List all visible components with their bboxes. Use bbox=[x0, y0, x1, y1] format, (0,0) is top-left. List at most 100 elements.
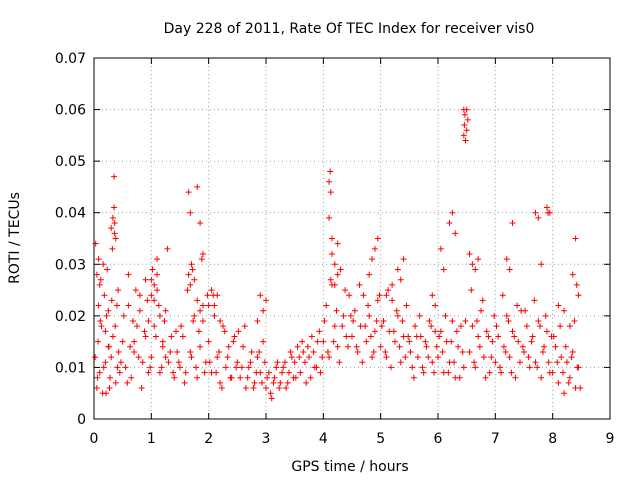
data-point bbox=[294, 343, 301, 350]
data-point bbox=[383, 292, 390, 299]
data-point bbox=[334, 240, 341, 247]
data-point bbox=[148, 354, 155, 361]
data-point bbox=[111, 220, 118, 227]
data-point bbox=[410, 374, 417, 381]
data-point bbox=[568, 354, 575, 361]
data-point bbox=[425, 354, 432, 361]
data-point bbox=[297, 369, 304, 376]
data-point bbox=[155, 302, 162, 309]
data-point bbox=[422, 338, 429, 345]
data-point bbox=[214, 292, 221, 299]
data-point bbox=[478, 307, 484, 314]
data-point bbox=[394, 266, 401, 273]
data-point bbox=[428, 323, 435, 330]
data-point bbox=[167, 348, 174, 355]
x-tick-label: 4 bbox=[319, 431, 328, 447]
data-point bbox=[109, 333, 116, 340]
data-point bbox=[480, 354, 487, 361]
y-tick-label: 0.06 bbox=[55, 103, 86, 119]
data-point bbox=[109, 245, 116, 252]
data-point bbox=[224, 354, 231, 361]
data-point bbox=[493, 323, 500, 330]
data-point bbox=[495, 333, 502, 340]
data-point bbox=[109, 214, 116, 221]
data-point bbox=[138, 385, 145, 392]
data-point bbox=[156, 312, 163, 319]
data-point bbox=[331, 281, 338, 288]
data-point bbox=[95, 302, 102, 309]
data-point bbox=[543, 204, 550, 211]
data-point bbox=[103, 390, 110, 397]
data-point bbox=[106, 385, 113, 392]
data-point bbox=[339, 323, 346, 330]
data-point bbox=[131, 348, 138, 355]
data-point bbox=[468, 287, 475, 294]
data-point bbox=[359, 359, 366, 366]
data-point bbox=[512, 374, 519, 381]
data-point bbox=[190, 318, 197, 325]
data-point bbox=[191, 276, 198, 283]
data-point bbox=[159, 343, 166, 350]
data-point bbox=[377, 343, 384, 350]
data-point bbox=[280, 364, 287, 371]
data-point bbox=[529, 333, 536, 340]
data-point bbox=[538, 261, 545, 268]
data-point bbox=[532, 209, 539, 216]
data-point bbox=[521, 348, 527, 355]
data-point bbox=[205, 302, 212, 309]
data-point bbox=[397, 276, 404, 283]
data-point bbox=[569, 271, 576, 278]
data-point bbox=[108, 354, 115, 361]
data-point bbox=[367, 333, 374, 340]
data-point bbox=[261, 359, 268, 366]
data-point bbox=[349, 333, 355, 340]
data-points bbox=[92, 106, 584, 402]
data-point bbox=[492, 359, 499, 366]
data-point bbox=[127, 343, 134, 350]
data-point bbox=[472, 266, 479, 273]
data-point bbox=[455, 343, 462, 350]
data-point bbox=[387, 364, 394, 371]
data-point bbox=[274, 359, 281, 366]
data-point bbox=[552, 343, 559, 350]
data-point bbox=[307, 374, 314, 381]
data-point bbox=[545, 359, 552, 366]
data-point bbox=[161, 318, 168, 325]
data-point bbox=[145, 369, 152, 376]
data-point bbox=[96, 369, 103, 376]
data-point bbox=[337, 266, 344, 273]
data-point bbox=[281, 359, 288, 366]
data-point bbox=[105, 307, 112, 314]
data-point bbox=[238, 364, 245, 371]
data-point bbox=[168, 333, 175, 340]
x-tick-label: 7 bbox=[491, 431, 500, 447]
data-point bbox=[93, 271, 100, 278]
data-point bbox=[405, 333, 412, 340]
data-point bbox=[279, 369, 286, 376]
data-point bbox=[263, 297, 269, 304]
data-point bbox=[400, 256, 407, 263]
data-point bbox=[111, 230, 118, 237]
data-point bbox=[152, 333, 159, 340]
data-point bbox=[555, 302, 562, 309]
data-point bbox=[331, 261, 338, 268]
data-point bbox=[380, 318, 387, 325]
chart-title: Day 228 of 2011, Rate Of TEC Index for r… bbox=[164, 21, 535, 37]
data-point bbox=[198, 256, 205, 263]
data-point bbox=[222, 364, 229, 371]
data-point bbox=[191, 312, 198, 319]
data-point bbox=[396, 343, 403, 350]
data-point bbox=[195, 328, 202, 335]
data-point bbox=[499, 292, 506, 299]
data-point bbox=[162, 354, 169, 361]
data-point bbox=[442, 312, 449, 319]
data-point bbox=[188, 354, 195, 361]
data-point bbox=[429, 359, 436, 366]
data-point bbox=[97, 276, 104, 283]
data-point bbox=[383, 354, 390, 361]
data-point bbox=[98, 323, 105, 330]
data-point bbox=[389, 297, 396, 304]
data-point bbox=[376, 292, 383, 299]
data-point bbox=[194, 183, 201, 190]
data-point bbox=[561, 390, 568, 397]
